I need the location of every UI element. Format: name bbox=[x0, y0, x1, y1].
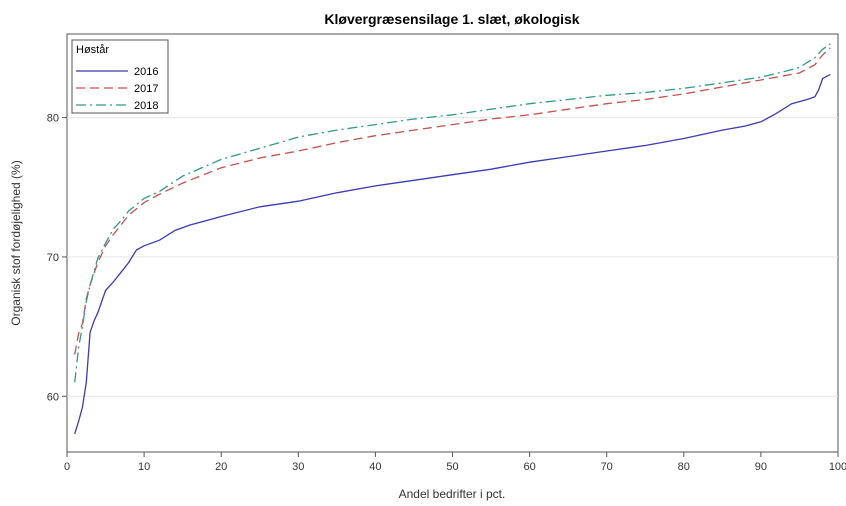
x-tick-label: 20 bbox=[215, 461, 227, 473]
x-tick-label: 80 bbox=[678, 461, 690, 473]
y-tick-label: 80 bbox=[47, 113, 59, 125]
x-tick-label: 50 bbox=[446, 461, 458, 473]
x-tick-label: 10 bbox=[138, 461, 150, 473]
legend-title: Høstår bbox=[76, 44, 109, 56]
y-axis-label: Organisk stof fordøjelighed (%) bbox=[9, 160, 23, 325]
series-line-2018 bbox=[74, 43, 831, 383]
chart-title: Kløvergræsensilage 1. slæt, økologisk bbox=[324, 11, 579, 27]
plot-frame bbox=[66, 33, 839, 453]
legend-box bbox=[71, 39, 169, 114]
y-tick-label: 60 bbox=[47, 391, 59, 403]
x-tick-label: 70 bbox=[601, 461, 613, 473]
x-tick-label: 100 bbox=[829, 461, 846, 473]
x-tick-label: 60 bbox=[523, 461, 535, 473]
series-line-2016 bbox=[74, 73, 831, 435]
x-tick-label: 90 bbox=[755, 461, 767, 473]
x-axis-label: Andel bedrifter i pct. bbox=[399, 487, 506, 501]
legend-label-2018: 2018 bbox=[134, 100, 158, 112]
x-tick-label: 0 bbox=[64, 461, 70, 473]
legend: Høstår 2016 2017 2018 bbox=[71, 39, 169, 114]
legend-label-2016: 2016 bbox=[134, 66, 158, 78]
series-line-2017 bbox=[74, 47, 831, 355]
x-tick-label: 40 bbox=[369, 461, 381, 473]
y-tick-label: 70 bbox=[47, 252, 59, 264]
x-tick-label: 30 bbox=[292, 461, 304, 473]
legend-label-2017: 2017 bbox=[134, 83, 158, 95]
